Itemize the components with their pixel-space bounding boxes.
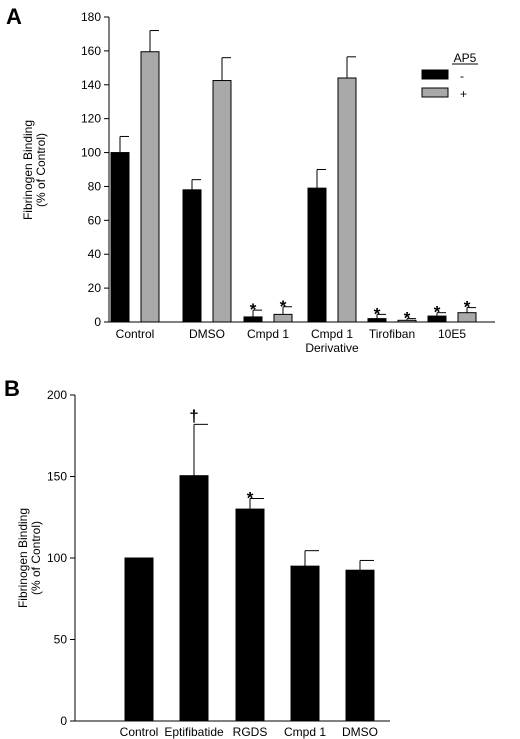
x-category-label-line: Control <box>120 725 159 739</box>
legend-label: + <box>460 87 467 101</box>
y-tick-label: 160 <box>81 44 101 58</box>
x-category-label: 10E5 <box>438 327 466 341</box>
panel-b-chart: B 0 50 100 150 200 Fibrinogen Binding(% of Con… <box>4 376 390 739</box>
legend-label: - <box>460 69 464 83</box>
y-axis-label: Fibrinogen Binding(% of Control) <box>21 120 48 220</box>
x-category-label: Cmpd 1 <box>284 725 326 739</box>
significance-asterisk: * <box>374 304 381 323</box>
x-category-label: DMSO <box>189 327 225 341</box>
bar <box>140 51 160 323</box>
y-axis-label: Fibrinogen Binding(% of Control) <box>16 508 43 608</box>
x-category-label-line: Eptifibatide <box>164 725 224 739</box>
significance-dagger: † <box>189 406 198 425</box>
y-tick-label: 40 <box>88 247 102 261</box>
y-tick-label: 0 <box>60 714 67 728</box>
x-category-label-line: DMSO <box>342 725 378 739</box>
bar <box>290 565 320 722</box>
x-category-label-line: RGDS <box>233 725 268 739</box>
y-tick-label: 60 <box>88 213 102 227</box>
y-tick-label: 20 <box>88 281 102 295</box>
legend-swatch <box>421 87 449 98</box>
x-category-label-line: Cmpd 1 <box>284 725 326 739</box>
x-category-label-line: 10E5 <box>438 327 466 341</box>
y-tick-label: 120 <box>81 112 101 126</box>
x-category-label: Control <box>120 725 159 739</box>
x-category-label: Eptifibatide <box>164 725 224 739</box>
x-category-label: DMSO <box>342 725 378 739</box>
y-tick-label: 140 <box>81 78 101 92</box>
x-category-label: RGDS <box>233 725 268 739</box>
x-category-label-line: Derivative <box>305 341 359 355</box>
x-category-label-line: DMSO <box>189 327 225 341</box>
bar <box>124 557 154 722</box>
bar <box>337 77 357 323</box>
bar <box>179 475 209 722</box>
y-tick-label: 50 <box>54 633 68 647</box>
x-category-label: Cmpd 1 <box>247 327 289 341</box>
significance-asterisk: * <box>247 489 254 508</box>
significance-asterisk: * <box>250 300 257 319</box>
legend-title: AP5 <box>454 51 477 65</box>
y-tick-label: 100 <box>47 551 67 565</box>
bar <box>307 187 327 323</box>
bar <box>212 80 232 323</box>
y-tick-label: 100 <box>81 146 101 160</box>
panel-a-chart: A 0 20 40 60 80 100 120 140 160 180 Fibrinogen Bind… <box>6 4 495 355</box>
significance-asterisk: * <box>404 309 411 328</box>
significance-asterisk: * <box>434 303 441 322</box>
y-axis-label-line: Fibrinogen Binding <box>16 508 30 608</box>
y-axis-label-line: (% of Control) <box>34 133 48 207</box>
x-category-label-line: Tirofiban <box>369 327 415 341</box>
y-axis-label-line: (% of Control) <box>29 521 43 595</box>
x-category-label-line: Cmpd 1 <box>311 327 353 341</box>
y-tick-label: 150 <box>47 470 67 484</box>
legend-swatch <box>421 69 449 80</box>
y-axis-label-line: Fibrinogen Binding <box>21 120 35 220</box>
panel-letter: B <box>4 376 20 401</box>
x-category-label: Tirofiban <box>369 327 415 341</box>
y-tick-label: 80 <box>88 179 102 193</box>
x-category-label: Control <box>116 327 155 341</box>
significance-asterisk: * <box>464 298 471 317</box>
x-category-label-line: Control <box>116 327 155 341</box>
panel-letter: A <box>6 4 22 29</box>
x-category-label: Cmpd 1 Derivative <box>305 327 359 355</box>
y-tick-label: 200 <box>47 388 67 402</box>
bar <box>110 152 130 323</box>
bar <box>182 189 202 323</box>
y-tick-label: 180 <box>81 10 101 24</box>
y-tick-label: 0 <box>94 315 101 329</box>
bar <box>235 508 265 722</box>
significance-asterisk: * <box>280 297 287 316</box>
x-category-label-line: Cmpd 1 <box>247 327 289 341</box>
bar <box>345 569 375 722</box>
